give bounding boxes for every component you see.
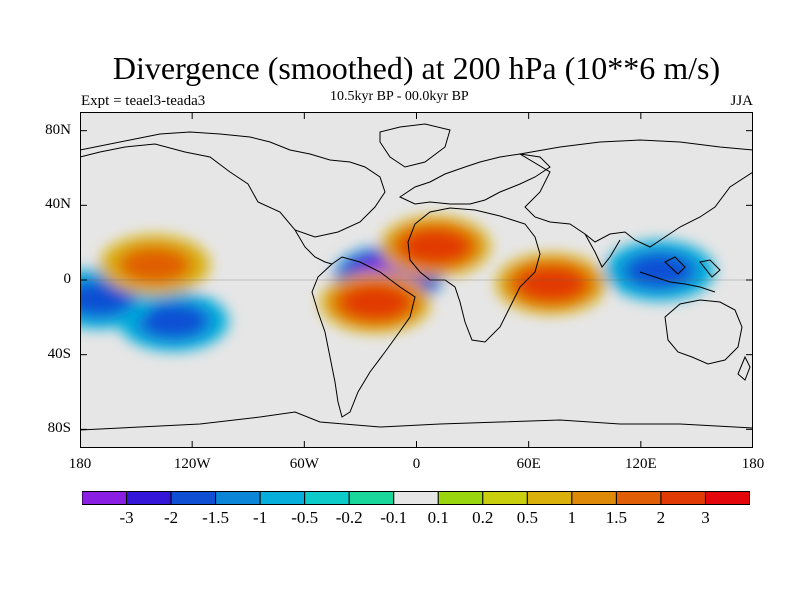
colorbar-swatch — [304, 491, 350, 505]
colorbar-swatch — [348, 491, 395, 505]
lon-label: 60E — [516, 456, 541, 472]
atlantic-tropical-maximum-band — [342, 285, 408, 319]
lon-label: 180 — [68, 456, 92, 472]
colorbar-swatch — [393, 491, 439, 505]
axis-ticks — [80, 112, 753, 448]
south-pacific-minimum-band — [140, 304, 206, 338]
indian-ocean-maximum-band — [518, 267, 584, 301]
colorbar-swatch — [526, 491, 573, 505]
colorbar-tick-label: -0.1 — [380, 508, 408, 527]
colorbar-swatch — [126, 491, 172, 505]
colorbar-swatch — [615, 491, 662, 505]
colorbar-tick-label: -3 — [119, 508, 134, 527]
colorbar-tick-label: 0.5 — [516, 508, 538, 527]
maritime-continent-minimum-band — [627, 254, 693, 288]
colorbar-tick-label: 0.2 — [472, 508, 494, 527]
colorbar-swatch — [704, 491, 750, 505]
colorbar-tick-label: -2 — [163, 508, 179, 527]
colorbar-swatch — [660, 491, 706, 505]
experiment-label: Expt = teael3-teada3 — [81, 93, 206, 109]
lat-label: 0 — [63, 271, 72, 287]
colorbar-tick-label: -1.5 — [202, 508, 230, 527]
lon-label: 0 — [412, 456, 421, 472]
north-africa-maximum-band — [402, 229, 468, 263]
colorbar-tick-label: 1 — [567, 508, 577, 527]
lon-label: 120W — [173, 456, 211, 472]
west-pacific-minimum-band — [80, 282, 132, 316]
colorbar-tick-label: 2 — [656, 508, 666, 527]
colorbar-tick-label: 3 — [701, 508, 710, 527]
colorbar-swatch — [82, 491, 128, 505]
lon-label: 120E — [624, 456, 657, 472]
colorbar-swatch — [437, 491, 484, 505]
lon-label: 180 — [741, 456, 765, 472]
colorbar-tick-label: -0.5 — [291, 508, 319, 527]
colorbar-swatch — [482, 491, 528, 505]
colorbar-tick-label: 1.5 — [605, 508, 628, 527]
east-pacific-maximum-band — [122, 248, 188, 282]
lon-label: 60W — [289, 456, 319, 472]
lat-label: 40S — [47, 345, 71, 362]
colorbar-tick-label: 0.1 — [427, 508, 449, 527]
lat-label: 80N — [45, 121, 71, 138]
divergence-map — [80, 112, 753, 448]
lat-label: 80S — [47, 420, 71, 437]
colorbar — [82, 491, 750, 505]
colorbar-swatch — [571, 491, 617, 505]
coastlines — [80, 123, 753, 431]
colorbar-tick-label: -1 — [253, 508, 268, 527]
colorbar-swatch — [170, 491, 217, 505]
chart-title: Divergence (smoothed) at 200 hPa (10**6 … — [112, 50, 721, 86]
lat-label: 40N — [45, 196, 71, 213]
chart-subtitle: 10.5kyr BP - 00.0kyr BP — [330, 89, 469, 104]
colorbar-swatch — [259, 491, 306, 505]
season-label: JJA — [730, 93, 753, 109]
colorbar-swatch — [215, 491, 261, 505]
colorbar-tick-label: -0.2 — [335, 508, 363, 527]
